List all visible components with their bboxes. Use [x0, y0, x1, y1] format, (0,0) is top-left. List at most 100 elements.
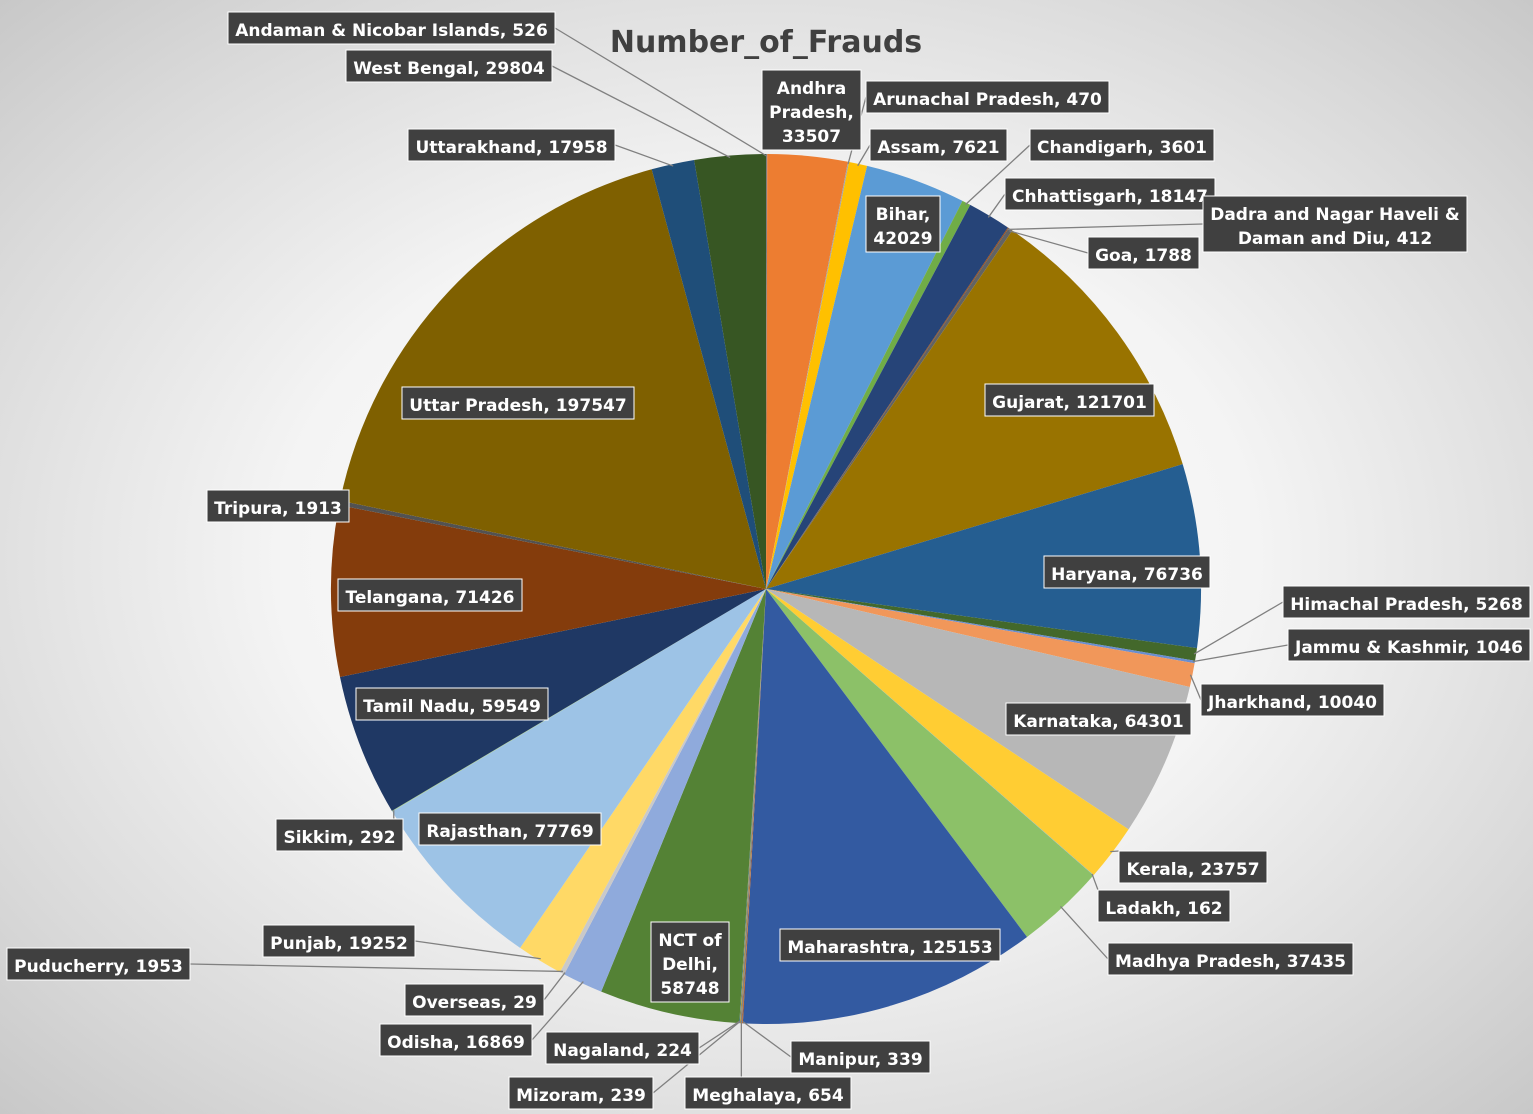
- pie-slice-karnataka: [766, 589, 1190, 830]
- data-label-text: Karnataka, 64301: [1013, 712, 1184, 732]
- data-label-tamil-nadu: Tamil Nadu, 59549: [355, 687, 549, 721]
- data-label-text: Chandigarh, 3601: [1037, 138, 1207, 158]
- data-label-andhra-pradesh: Andhra Pradesh, 33507: [761, 69, 862, 151]
- data-label-text: Andaman & Nicobar Islands, 526: [235, 21, 548, 41]
- data-label-box: [1097, 889, 1231, 923]
- data-label-chhattisgarh: Chhattisgarh, 18147: [1004, 177, 1216, 211]
- data-label-text: Puducherry, 1953: [14, 957, 183, 977]
- data-label-box: [275, 818, 404, 852]
- leader-line-puducherry: [189, 963, 563, 973]
- data-label-box: [337, 578, 523, 612]
- data-label-text: Overseas, 29: [412, 993, 537, 1013]
- data-label-box: [865, 80, 1110, 114]
- data-label-box: [761, 69, 862, 151]
- data-label-box: [379, 1023, 533, 1057]
- data-label-box: [1004, 177, 1216, 211]
- pie-slice-tripura: [339, 500, 766, 589]
- data-label-text: Bihar,: [876, 205, 931, 225]
- pie-slice-uttarakhand: [651, 159, 766, 589]
- data-label-text: Tripura, 1913: [214, 499, 342, 519]
- data-label-box: [545, 1031, 700, 1065]
- data-label-box: [1005, 702, 1192, 736]
- data-label-box: [650, 921, 730, 1003]
- pie-slice-maharashtra: [742, 589, 1028, 1024]
- pie-slice-kerala: [766, 589, 1129, 876]
- pie-slice-chandigarh: [766, 200, 971, 589]
- data-label-text: Sikkim, 292: [283, 828, 395, 848]
- leader-line-goa: [1009, 230, 1089, 254]
- data-label-box: [418, 812, 602, 846]
- data-label-text: Jammu & Kashmir, 1046: [1294, 638, 1523, 658]
- leader-line-dadra-and-nagar-haveli-and-daman-and-diu: [1007, 223, 1204, 231]
- pie-slice-dadra-and-nagar-haveli-and-daman-and-diu: [766, 227, 1009, 589]
- data-label-text: Odisha, 16869: [387, 1033, 525, 1053]
- pie-slice-meghalaya: [740, 589, 766, 1024]
- pie-slice-chhattisgarh: [766, 204, 1008, 590]
- leader-line-madhya-pradesh: [1060, 905, 1109, 960]
- data-label-assam: Assam, 7621: [869, 128, 1008, 162]
- data-label-text: Maharashtra, 125153: [787, 938, 992, 958]
- pie-slice-arunachal-pradesh: [766, 161, 850, 589]
- pie-slice-ladakh: [766, 589, 1094, 876]
- pie-slice-himachal-pradesh: [766, 589, 1197, 661]
- data-label-puducherry: Puducherry, 1953: [6, 947, 191, 981]
- pie-slice-odisha: [564, 589, 766, 992]
- data-label-box: [1029, 128, 1215, 162]
- data-label-mizoram: Mizoram, 239: [508, 1076, 654, 1110]
- data-label-box: [407, 128, 616, 162]
- leader-line-ladakh: [1091, 873, 1099, 891]
- data-label-haryana: Haryana, 76736: [1043, 555, 1211, 589]
- data-label-box: [508, 1076, 654, 1110]
- data-label-text: Kerala, 23757: [1126, 860, 1259, 880]
- data-label-sikkim: Sikkim, 292: [275, 818, 404, 852]
- data-label-box: [345, 49, 553, 83]
- leader-line-jharkhand: [1189, 674, 1202, 701]
- data-label-text: Mizoram, 239: [516, 1086, 646, 1106]
- data-label-gujarat: Gujarat, 121701: [984, 383, 1155, 417]
- pie-slice-andaman-and-nicobar-islands: [766, 154, 768, 589]
- data-label-text: Meghalaya, 654: [692, 1086, 844, 1106]
- data-label-text: Nagaland, 224: [553, 1041, 692, 1061]
- pie-slices: [331, 154, 1201, 1024]
- data-label-text: Delhi,: [662, 955, 718, 975]
- pie-slice-puducherry: [559, 589, 766, 975]
- data-label-box: [779, 928, 1001, 962]
- data-label-box: [684, 1076, 852, 1110]
- data-label-box: [1043, 555, 1211, 589]
- leader-line-andaman-and-nicobar-islands: [554, 27, 767, 157]
- data-label-andaman-and-nicobar-islands: Andaman & Nicobar Islands, 526: [227, 11, 556, 45]
- leader-line-kerala: [1110, 850, 1120, 853]
- pie-slice-rajasthan: [392, 589, 766, 948]
- leader-line-west-bengal: [551, 65, 731, 159]
- data-label-text: Chhattisgarh, 18147: [1012, 187, 1208, 207]
- data-label-box: [6, 947, 191, 981]
- data-label-text: Pradesh,: [769, 103, 854, 123]
- data-label-box: [227, 11, 556, 45]
- data-label-text: Andhra: [777, 79, 846, 99]
- data-label-text: Punjab, 19252: [270, 934, 408, 954]
- data-label-overseas: Overseas, 29: [404, 983, 545, 1017]
- data-label-box: [1202, 195, 1468, 253]
- data-label-box: [1282, 585, 1531, 619]
- data-label-text: 58748: [660, 979, 719, 999]
- data-label-uttarakhand: Uttarakhand, 17958: [407, 128, 616, 162]
- data-label-text: Manipur, 339: [798, 1050, 922, 1070]
- data-label-text: Rajasthan, 77769: [426, 822, 593, 842]
- data-label-text: Madhya Pradesh, 37435: [1115, 952, 1346, 972]
- data-label-text: Himachal Pradesh, 5268: [1290, 595, 1523, 615]
- data-label-kerala: Kerala, 23757: [1118, 850, 1268, 884]
- pie-slice-andhra-pradesh: [766, 154, 848, 589]
- data-label-box: [865, 195, 941, 253]
- data-label-maharashtra: Maharashtra, 125153: [779, 928, 1001, 962]
- data-label-west-bengal: West Bengal, 29804: [345, 49, 553, 83]
- data-label-meghalaya: Meghalaya, 654: [684, 1076, 852, 1110]
- data-label-punjab: Punjab, 19252: [262, 924, 416, 958]
- data-label-box: [262, 924, 416, 958]
- pie-slice-uttar-pradesh: [340, 169, 766, 590]
- data-label-arunachal-pradesh: Arunachal Pradesh, 470: [865, 80, 1110, 114]
- leader-line-himachal-pradesh: [1193, 601, 1284, 655]
- data-label-box: [1118, 850, 1268, 884]
- data-label-bihar: Bihar, 42029: [865, 195, 941, 253]
- pie-slice-punjab: [520, 589, 766, 973]
- data-label-jharkhand: Jharkhand, 10040: [1200, 683, 1385, 717]
